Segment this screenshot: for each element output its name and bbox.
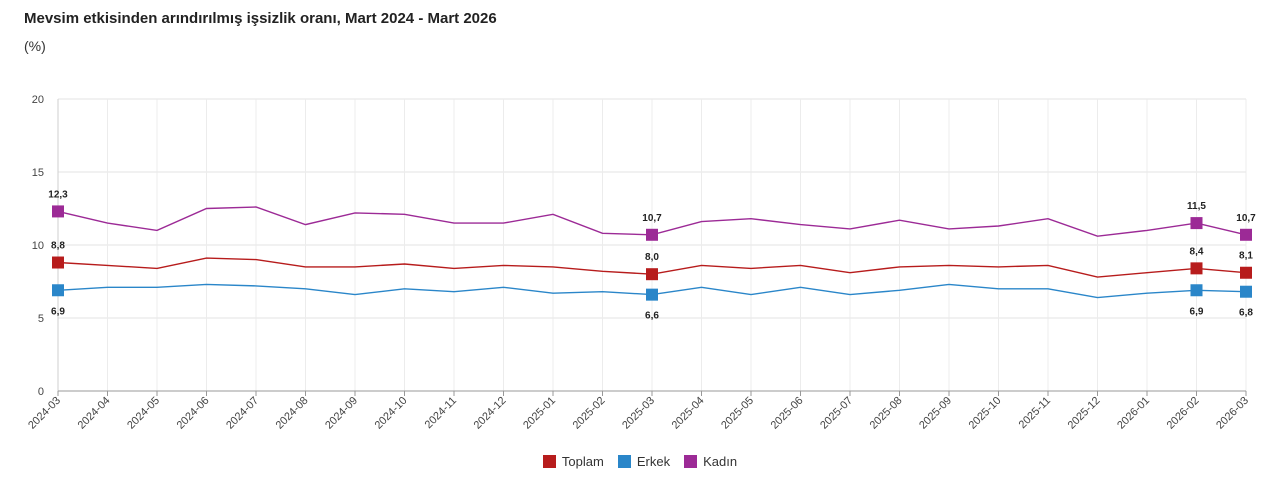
x-tick-label: 2025-09	[917, 395, 954, 432]
data-point-marker	[646, 288, 658, 301]
data-point-marker	[1240, 266, 1252, 279]
data-point-marker	[1190, 262, 1203, 275]
data-point-marker	[1240, 228, 1252, 241]
x-tick-label: 2024-07	[224, 395, 261, 432]
legend-item-erkek[interactable]: Erkek	[617, 454, 671, 469]
x-tick-label: 2024-08	[274, 395, 311, 432]
data-point-marker	[646, 228, 658, 241]
x-tick-label: 2025-05	[719, 395, 756, 432]
x-tick-label: 2024-10	[373, 395, 410, 432]
data-label: 6,9	[51, 306, 65, 317]
x-tick-label: 2024-06	[175, 395, 212, 432]
series-markers	[52, 205, 1252, 301]
legend-swatch	[684, 455, 698, 468]
x-tick-label: 2025-06	[769, 395, 806, 432]
data-label: 8,4	[1190, 246, 1204, 257]
data-point-marker	[646, 268, 658, 281]
x-tick-label: 2024-05	[125, 395, 162, 432]
data-point-marker	[1190, 284, 1203, 297]
legend-label: Toplam	[561, 454, 604, 469]
y-tick-label: 0	[38, 386, 44, 398]
data-label: 8,8	[51, 241, 65, 252]
data-point-marker	[1240, 285, 1252, 298]
data-label: 11,5	[1187, 201, 1206, 212]
data-label: 6,9	[1190, 306, 1204, 317]
x-tick-label: 2024-09	[323, 395, 360, 432]
y-tick-label: 10	[32, 240, 44, 252]
data-point-marker	[52, 205, 64, 218]
x-tick-label: 2025-02	[571, 395, 608, 432]
x-tick-label: 2026-01	[1115, 395, 1152, 432]
legend-item-toplam[interactable]: Toplam	[542, 454, 604, 469]
x-tick-label: 2024-03	[26, 395, 63, 432]
chart-title: Mevsim etkisinden arındırılmış işsizlik …	[24, 10, 497, 27]
x-tick-label: 2025-08	[868, 395, 905, 432]
data-label: 6,8	[1239, 308, 1253, 319]
x-tick-label: 2026-03	[1214, 395, 1251, 432]
legend-label: Erkek	[636, 454, 671, 469]
data-label: 8,1	[1239, 251, 1253, 262]
y-tick-label: 5	[38, 313, 44, 325]
data-point-marker	[52, 256, 64, 269]
x-tick-label: 2025-11	[1017, 395, 1053, 431]
data-label: 6,6	[645, 311, 659, 322]
x-tick-label: 2025-07	[818, 395, 855, 432]
legend-label: Kadın	[703, 454, 738, 469]
chart-unit-label: (%)	[24, 38, 46, 54]
data-label: 10,7	[1236, 213, 1256, 224]
data-label: 10,7	[642, 213, 662, 224]
x-axis: 2024-03 2024-04 2024-05 2024-06 2024-07 2024-…	[26, 390, 1251, 432]
y-axis: 0 5 10 15 20	[32, 94, 59, 398]
y-tick-label: 20	[32, 94, 44, 106]
x-tick-label: 2025-12	[1066, 395, 1103, 432]
legend: Toplam Erkek Kadın	[0, 454, 1280, 469]
x-tick-label: 2024-11	[423, 395, 459, 431]
x-tick-label: 2024-12	[472, 395, 509, 432]
x-tick-label: 2025-10	[967, 395, 1004, 432]
data-label: 12,3	[48, 189, 68, 200]
data-labels: 8,8 8,0 8,4 8,1 6,9 6,6 6,9 6,8 12,3 10,7 11,5 10,7	[48, 189, 1256, 321]
legend-item-kadın[interactable]: Kadın	[684, 454, 737, 469]
x-tick-label: 2025-01	[521, 395, 558, 432]
x-tick-label: 2026-02	[1165, 395, 1202, 432]
legend-swatch	[542, 455, 556, 468]
data-point-marker	[1190, 217, 1203, 230]
data-label: 8,0	[645, 252, 659, 263]
legend-swatch	[617, 455, 631, 468]
x-tick-label: 2025-04	[670, 395, 707, 432]
x-tick-label: 2025-03	[620, 395, 657, 432]
chart-grid	[57, 98, 1247, 392]
data-point-marker	[52, 284, 64, 297]
x-tick-label: 2024-04	[76, 395, 113, 432]
y-tick-label: 15	[32, 167, 44, 179]
